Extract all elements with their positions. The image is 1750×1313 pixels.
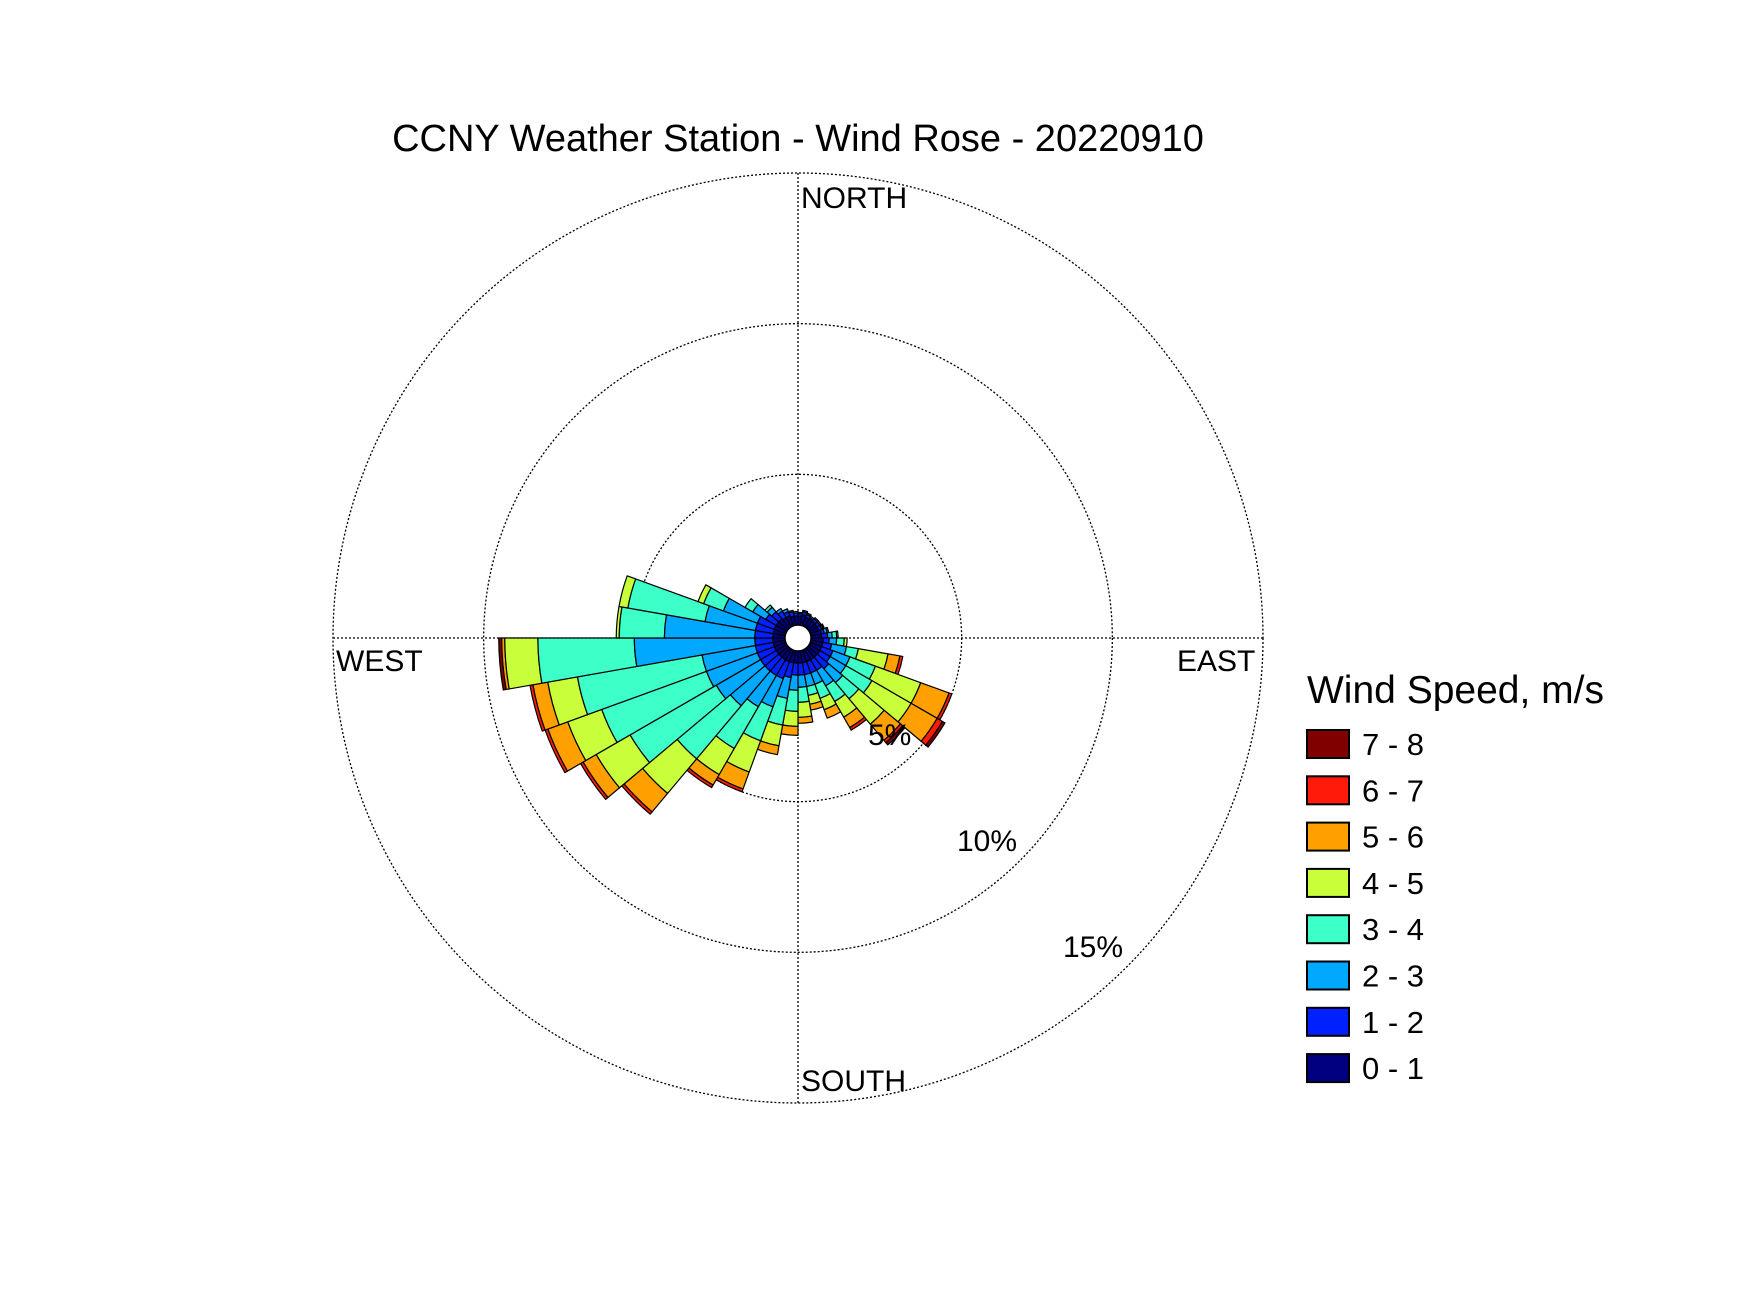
legend-label: 5 - 6 (1362, 820, 1424, 855)
legend-swatch (1306, 729, 1350, 759)
sector-segment (797, 673, 808, 688)
legend-label: 4 - 5 (1362, 866, 1424, 901)
legend-label: 3 - 4 (1362, 912, 1424, 947)
radial-tick-label: 10% (957, 825, 1017, 858)
chart-title: CCNY Weather Station - Wind Rose - 20220… (392, 118, 1204, 160)
legend-label: 7 - 8 (1362, 727, 1424, 762)
legend-swatch (1306, 867, 1350, 898)
legend-label: 1 - 2 (1362, 1005, 1424, 1040)
legend-swatch (1306, 914, 1350, 945)
legend-swatch (1306, 1006, 1350, 1037)
west-label: WEST (336, 645, 423, 678)
legend-label: 2 - 3 (1362, 959, 1424, 994)
legend: Wind Speed, m/s 7 - 8 6 - 7 5 - 6 4 - 5 3 - … (1306, 669, 1604, 1086)
sector-segment (504, 637, 543, 690)
legend-swatch (1306, 821, 1350, 852)
grid-circle (483, 323, 1113, 953)
legend-title: Wind Speed, m/s (1307, 669, 1604, 712)
legend-swatch (1306, 775, 1350, 806)
legend-label: 6 - 7 (1362, 773, 1424, 808)
calm-circle (784, 624, 812, 652)
south-label: SOUTH (801, 1065, 906, 1098)
radial-tick-label: 5% (868, 719, 911, 752)
sector-segment (820, 632, 829, 639)
sector-segment (797, 685, 810, 703)
radial-tick-label: 15% (1063, 931, 1123, 964)
sector-segment (797, 700, 813, 718)
wind-sectors (498, 575, 953, 815)
legend-swatch (1306, 1053, 1350, 1084)
legend-swatch (1306, 960, 1350, 991)
north-label: NORTH (801, 182, 907, 215)
east-label: EAST (1177, 645, 1255, 678)
legend-label: 0 - 1 (1362, 1051, 1424, 1086)
